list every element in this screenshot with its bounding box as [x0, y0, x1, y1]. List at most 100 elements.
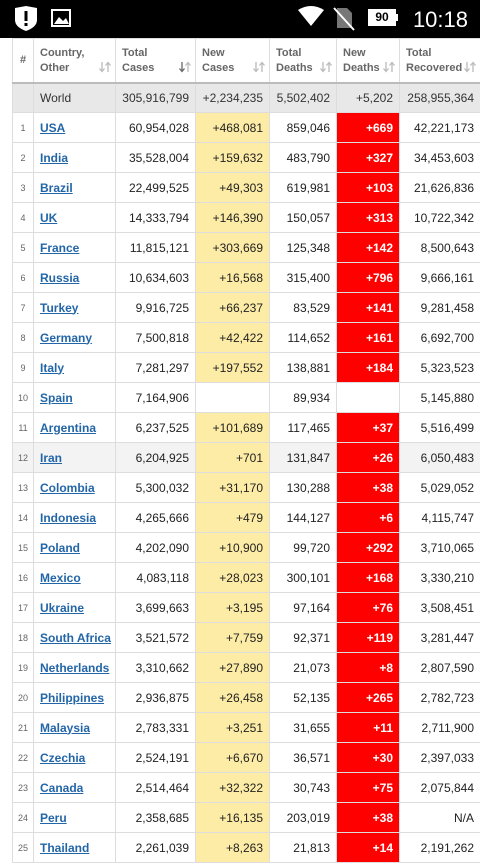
- sort-icon[interactable]: [383, 61, 395, 73]
- total-cases: 10,634,603: [116, 263, 196, 293]
- total-recovered: 34,453,603: [400, 143, 480, 173]
- header-label: Total Recovered: [406, 47, 462, 74]
- total-deaths: 83,529: [270, 293, 337, 323]
- total-recovered: 2,191,262: [400, 833, 480, 863]
- column-header[interactable]: New Cases: [196, 39, 270, 84]
- new-cases: +3,251: [196, 713, 270, 743]
- rank-cell: [13, 83, 34, 113]
- total-recovered: 2,807,590: [400, 653, 480, 683]
- total-cases: 11,815,121: [116, 233, 196, 263]
- total-recovered: 9,281,458: [400, 293, 480, 323]
- sort-icon[interactable]: [253, 61, 265, 73]
- country-cell: Ukraine: [34, 593, 116, 623]
- total-cases: 9,916,725: [116, 293, 196, 323]
- total-recovered: 6,050,483: [400, 443, 480, 473]
- country-link[interactable]: Philippines: [40, 691, 104, 705]
- country-link[interactable]: Germany: [40, 331, 92, 345]
- country-link[interactable]: Turkey: [40, 301, 78, 315]
- country-cell: Poland: [34, 533, 116, 563]
- country-link[interactable]: USA: [40, 121, 65, 135]
- rank-cell: 7: [13, 293, 34, 323]
- total-recovered: 8,500,643: [400, 233, 480, 263]
- country-cell: Peru: [34, 803, 116, 833]
- country-link[interactable]: Thailand: [40, 841, 89, 855]
- country-link[interactable]: Russia: [40, 271, 79, 285]
- new-cases: +27,890: [196, 653, 270, 683]
- column-header[interactable]: New Deaths: [337, 39, 400, 84]
- country-link[interactable]: Netherlands: [40, 661, 109, 675]
- column-header[interactable]: Country, Other: [34, 39, 116, 84]
- column-header[interactable]: Total Deaths: [270, 39, 337, 84]
- rank-cell: 13: [13, 473, 34, 503]
- rank-cell: 19: [13, 653, 34, 683]
- country-cell: Italy: [34, 353, 116, 383]
- rank-cell: 5: [13, 233, 34, 263]
- total-cases: 4,265,666: [116, 503, 196, 533]
- rank-cell: 6: [13, 263, 34, 293]
- country-link[interactable]: Poland: [40, 541, 80, 555]
- country-link[interactable]: Colombia: [40, 481, 95, 495]
- new-deaths: [337, 383, 400, 413]
- new-cases: +66,237: [196, 293, 270, 323]
- total-deaths: 150,057: [270, 203, 337, 233]
- total-recovered: 9,666,161: [400, 263, 480, 293]
- rank-cell: 17: [13, 593, 34, 623]
- column-header[interactable]: Total Recovered: [400, 39, 480, 84]
- country-link[interactable]: Czechia: [40, 751, 85, 765]
- total-deaths: 125,348: [270, 233, 337, 263]
- country-link[interactable]: Malaysia: [40, 721, 90, 735]
- country-link[interactable]: Italy: [40, 361, 64, 375]
- country-link[interactable]: Spain: [40, 391, 73, 405]
- total-recovered: 5,516,499: [400, 413, 480, 443]
- column-header[interactable]: Total Cases: [116, 39, 196, 84]
- new-deaths: +161: [337, 323, 400, 353]
- new-deaths: +38: [337, 473, 400, 503]
- country-link[interactable]: Peru: [40, 811, 67, 825]
- rank-cell: 14: [13, 503, 34, 533]
- new-cases: +8,263: [196, 833, 270, 863]
- sort-icon[interactable]: [99, 61, 111, 73]
- country-cell: World: [34, 83, 116, 113]
- rank-cell: 15: [13, 533, 34, 563]
- country-link[interactable]: Iran: [40, 451, 62, 465]
- country-link[interactable]: Argentina: [40, 421, 96, 435]
- sort-icon[interactable]: [464, 61, 476, 73]
- country-link[interactable]: Indonesia: [40, 511, 96, 525]
- country-link[interactable]: Mexico: [40, 571, 81, 585]
- total-cases: 7,500,818: [116, 323, 196, 353]
- total-recovered: 3,710,065: [400, 533, 480, 563]
- country-cell: Czechia: [34, 743, 116, 773]
- total-recovered: 3,508,451: [400, 593, 480, 623]
- sort-icon[interactable]: [320, 61, 332, 73]
- country-link[interactable]: India: [40, 151, 68, 165]
- new-deaths: +30: [337, 743, 400, 773]
- country-cell: India: [34, 143, 116, 173]
- country-link[interactable]: Brazil: [40, 181, 73, 195]
- total-cases: 5,300,032: [116, 473, 196, 503]
- country-link[interactable]: South Africa: [40, 631, 111, 645]
- country-link[interactable]: Ukraine: [40, 601, 84, 615]
- rank-cell: 10: [13, 383, 34, 413]
- country-cell: France: [34, 233, 116, 263]
- total-cases: 7,281,297: [116, 353, 196, 383]
- total-recovered: 2,397,033: [400, 743, 480, 773]
- country-link[interactable]: France: [40, 241, 79, 255]
- country-cell: USA: [34, 113, 116, 143]
- new-cases: +101,689: [196, 413, 270, 443]
- country-link[interactable]: UK: [40, 211, 57, 225]
- new-deaths: +38: [337, 803, 400, 833]
- new-deaths: +327: [337, 143, 400, 173]
- sort-icon[interactable]: [179, 61, 191, 73]
- new-cases: +31,170: [196, 473, 270, 503]
- clock: 10:18: [413, 7, 468, 33]
- country-link[interactable]: Canada: [40, 781, 83, 795]
- number-cell: 5,502,402: [270, 83, 337, 113]
